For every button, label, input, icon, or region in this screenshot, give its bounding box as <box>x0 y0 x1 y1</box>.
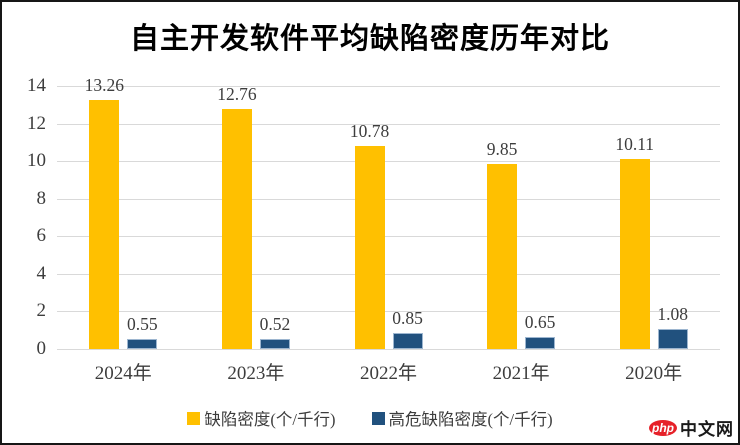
value-label: 0.55 <box>126 313 158 334</box>
chart-title: 自主开发软件平均缺陷密度历年对比 <box>129 23 610 55</box>
bar-series1-2021年 <box>525 336 556 349</box>
legend-label: 高危缺陷密度(个/千行) <box>388 410 553 429</box>
bar-series0-2024年 <box>89 99 120 349</box>
y-tick-label: 8 <box>36 187 47 209</box>
gridline <box>57 86 720 87</box>
y-tick-label: 6 <box>36 225 47 247</box>
value-label: 1.08 <box>657 303 688 324</box>
gridline <box>57 349 720 350</box>
watermark: php 中文网 <box>649 415 734 440</box>
y-tick-label: 4 <box>36 262 47 284</box>
value-label: 10.78 <box>349 121 390 142</box>
gridline <box>57 236 720 238</box>
value-label: 0.52 <box>259 314 291 335</box>
bar-series1-2020年 <box>657 328 688 349</box>
x-tick-label: 2022年 <box>359 363 417 384</box>
y-tick-label: 12 <box>27 112 46 134</box>
value-label: 0.85 <box>392 308 423 329</box>
value-label: 13.26 <box>84 74 124 95</box>
gridline <box>57 161 720 163</box>
bar-series0-2023年 <box>221 109 252 349</box>
x-tick-label: 2021年 <box>492 363 550 384</box>
legend-swatch-icon <box>187 411 201 425</box>
watermark-site-name: 中文网 <box>680 420 734 439</box>
bar-series0-2021年 <box>487 163 518 349</box>
bar-series0-2022年 <box>354 146 385 349</box>
bar-series1-2023年 <box>259 339 290 349</box>
bar-series1-2024年 <box>127 338 158 349</box>
bar-series1-2022年 <box>392 333 423 349</box>
value-label: 9.85 <box>486 138 518 159</box>
x-tick-label: 2024年 <box>94 363 152 384</box>
legend-swatch-icon <box>371 411 385 425</box>
gridline <box>57 123 720 125</box>
y-tick-label: 2 <box>36 300 47 322</box>
value-label: 0.65 <box>524 311 556 332</box>
value-label: 10.11 <box>615 134 655 155</box>
gridline <box>57 311 720 313</box>
legend: 缺陷密度(个/千行) 高危缺陷密度(个/千行) <box>2 406 738 430</box>
x-tick-label: 2020年 <box>625 363 683 384</box>
legend-item-series1: 高危缺陷密度(个/千行) <box>371 406 553 430</box>
gridline <box>57 273 720 275</box>
php-logo-icon: php <box>649 419 677 436</box>
y-tick-label: 10 <box>27 150 46 172</box>
y-tick-label: 14 <box>27 75 46 96</box>
legend-item-series0: 缺陷密度(个/千行) <box>187 406 336 430</box>
bar-series0-2020年 <box>619 159 650 349</box>
gridline <box>57 198 720 200</box>
y-tick-label: 0 <box>36 338 47 359</box>
x-tick-label: 2023年 <box>227 363 285 384</box>
value-label: 12.76 <box>217 84 257 105</box>
legend-label: 缺陷密度(个/千行) <box>204 410 336 429</box>
